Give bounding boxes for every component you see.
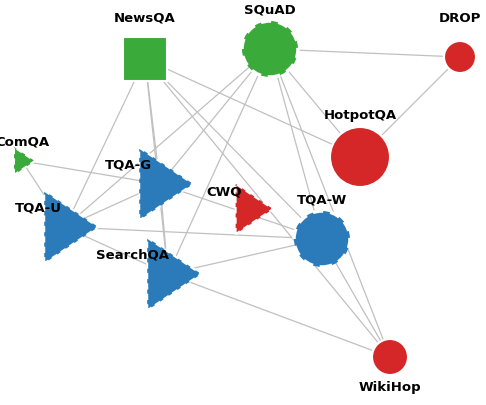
Circle shape: [444, 42, 476, 74]
Text: ComQA: ComQA: [0, 135, 49, 148]
Text: HotpotQA: HotpotQA: [324, 108, 397, 121]
Circle shape: [372, 339, 408, 375]
Text: WikiHop: WikiHop: [359, 381, 421, 394]
Polygon shape: [44, 191, 98, 264]
Text: SearchQA: SearchQA: [96, 248, 169, 261]
Text: TQA-U: TQA-U: [15, 201, 62, 214]
Circle shape: [294, 211, 350, 267]
Text: TQA-G: TQA-G: [104, 158, 152, 171]
Polygon shape: [139, 148, 193, 221]
Polygon shape: [147, 238, 201, 311]
Bar: [123, 38, 167, 82]
Polygon shape: [14, 148, 35, 175]
Circle shape: [330, 128, 390, 188]
Text: CWQ: CWQ: [206, 185, 242, 198]
Text: SQuAD: SQuAD: [244, 4, 296, 17]
Polygon shape: [236, 184, 273, 234]
Text: NewsQA: NewsQA: [114, 11, 176, 24]
Text: DROP: DROP: [439, 11, 481, 24]
Circle shape: [242, 22, 298, 78]
Text: TQA-W: TQA-W: [297, 193, 347, 206]
